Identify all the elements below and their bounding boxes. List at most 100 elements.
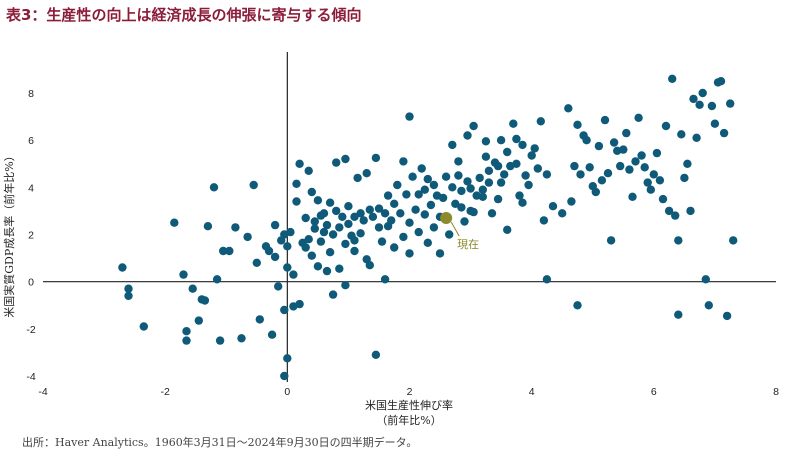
data-point: [341, 154, 350, 164]
data-point: [374, 204, 384, 213]
data-point: [622, 128, 631, 138]
annotation-leader-line: [450, 221, 460, 237]
data-point: [594, 141, 604, 151]
data-point: [603, 169, 613, 178]
data-point: [283, 354, 292, 363]
data-point: [475, 173, 484, 183]
data-point: [445, 230, 454, 239]
data-point: [606, 236, 616, 245]
current-label: 現在: [457, 238, 479, 251]
data-point: [710, 119, 720, 128]
data-point: [350, 212, 359, 221]
data-point: [414, 227, 423, 237]
data-point: [313, 262, 323, 271]
data-point: [322, 220, 332, 230]
data-point: [405, 112, 414, 121]
data-point: [698, 88, 707, 98]
data-points: [118, 74, 738, 381]
data-point: [597, 176, 607, 185]
data-point: [426, 200, 436, 210]
data-point: [328, 230, 338, 239]
y-tick-label: 0: [28, 277, 34, 289]
data-point: [325, 198, 335, 207]
annotation: 現在: [440, 211, 479, 251]
x-tick-label: -4: [38, 386, 47, 398]
data-point: [527, 151, 536, 160]
data-point: [319, 227, 329, 237]
data-point: [481, 152, 491, 161]
data-point: [267, 330, 277, 339]
data-point: [423, 238, 432, 247]
data-point: [124, 284, 133, 293]
data-point: [182, 327, 191, 336]
data-point: [515, 191, 524, 200]
data-point: [649, 170, 658, 179]
data-point: [652, 148, 662, 158]
data-point: [350, 246, 359, 256]
tick-labels: -4 -2 0 2 4 6 8 -4 -2 0 2 4 6 8: [26, 88, 779, 398]
data-point: [674, 236, 683, 245]
data-point: [496, 178, 506, 187]
data-point: [310, 224, 319, 233]
data-point: [637, 151, 646, 160]
data-point: [356, 209, 365, 218]
data-point: [503, 147, 512, 157]
data-point: [719, 128, 729, 138]
data-point: [289, 270, 298, 279]
data-point: [533, 164, 542, 173]
data-point: [231, 223, 240, 232]
data-point: [365, 205, 374, 214]
data-point: [399, 157, 408, 166]
scatter-chart: -4 -2 0 2 4 6 8 -4 -2 0 2 4 6 8 現在 米国生産性伸び率 （前年比%） 米国…: [2, 52, 779, 427]
data-point: [255, 315, 264, 324]
data-point: [295, 159, 304, 168]
x-tick-label: -2: [160, 386, 169, 398]
data-point: [344, 202, 353, 211]
data-point: [689, 94, 698, 104]
data-point: [377, 237, 387, 246]
data-point: [215, 336, 225, 345]
data-point: [270, 252, 280, 262]
y-tick-label: -4: [26, 371, 35, 383]
data-point: [542, 275, 552, 284]
data-point: [668, 74, 677, 84]
data-point: [469, 121, 478, 131]
data-point: [683, 159, 692, 168]
data-point: [356, 229, 365, 238]
data-point: [509, 119, 518, 128]
data-point: [582, 136, 591, 145]
data-point: [393, 180, 402, 190]
data-point: [396, 209, 405, 218]
data-point: [237, 334, 246, 343]
data-point: [518, 140, 527, 150]
data-point: [249, 180, 258, 190]
data-point: [212, 275, 222, 284]
data-point: [371, 350, 381, 359]
data-point: [478, 185, 487, 194]
data-point: [500, 170, 509, 179]
data-point: [374, 223, 384, 232]
data-point: [484, 178, 494, 187]
x-tick-label: 2: [407, 386, 413, 398]
data-point: [270, 220, 280, 230]
data-point: [585, 163, 594, 172]
data-point: [661, 121, 671, 131]
data-point: [295, 299, 304, 309]
data-point: [469, 207, 478, 217]
data-point: [573, 120, 582, 129]
data-point: [368, 212, 378, 221]
data-point: [301, 243, 310, 252]
data-point: [188, 284, 197, 293]
data-point: [441, 172, 451, 181]
data-point: [316, 237, 326, 246]
data-point: [304, 235, 313, 244]
data-point: [219, 246, 228, 256]
data-point: [435, 249, 445, 258]
data-point: [658, 194, 668, 204]
data-point: [503, 225, 512, 234]
data-point: [600, 115, 610, 125]
x-axis-label-line1: 米国生産性伸び率: [365, 398, 453, 412]
data-point: [179, 270, 188, 279]
data-point: [408, 172, 417, 181]
data-point: [182, 336, 191, 345]
